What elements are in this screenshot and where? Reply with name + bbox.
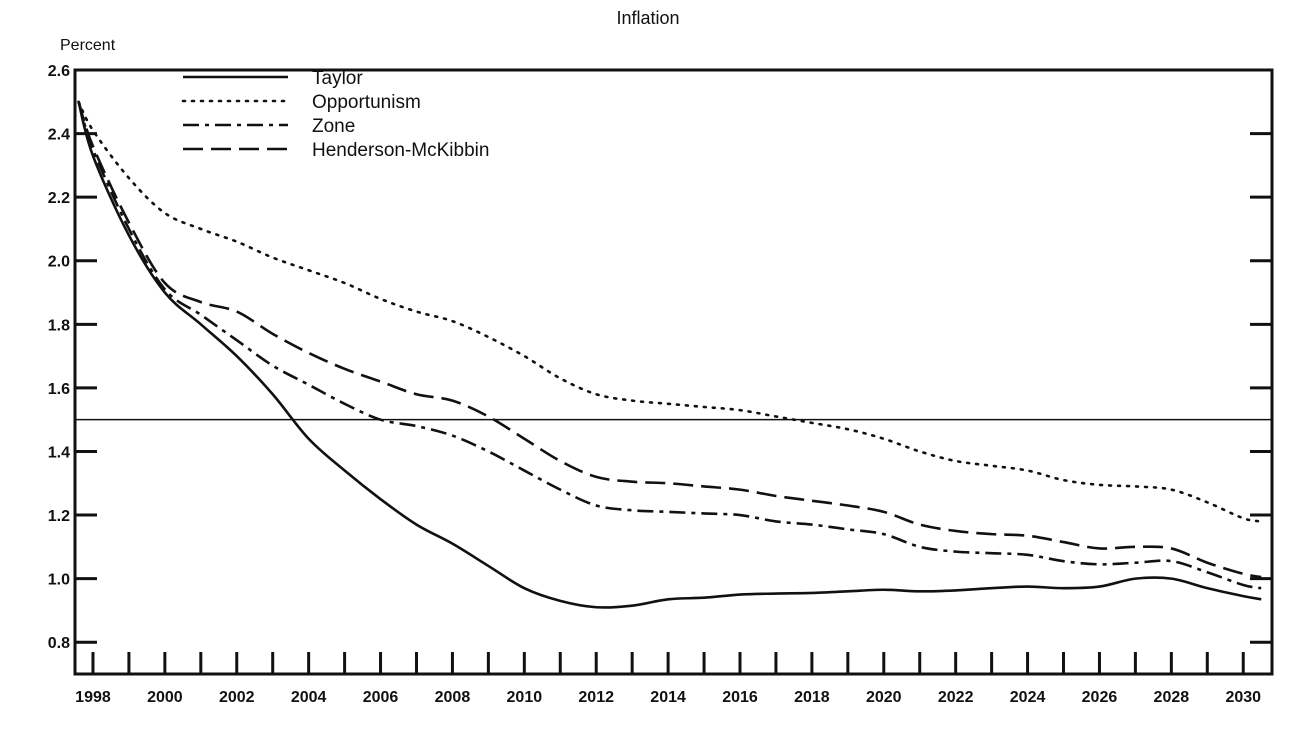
x-tick-label: 2012	[578, 689, 614, 706]
legend-label-taylor: Taylor	[312, 68, 363, 89]
legend-label-henderson-mckibbin: Henderson-McKibbin	[312, 140, 489, 161]
x-tick-label: 2006	[363, 689, 399, 706]
x-tick-label: 2028	[1154, 689, 1190, 706]
series-line-opportunism	[77, 100, 1263, 523]
y-tick-label: 1.2	[48, 508, 70, 525]
legend: Taylor Opportunism Zone Henderson-McKibb…	[181, 68, 489, 161]
series-group	[77, 100, 1263, 609]
series-line-taylor	[77, 101, 1262, 609]
plot-frame	[73, 68, 1274, 676]
y-tick-label: 0.8	[48, 635, 70, 652]
legend-label-opportunism: Opportunism	[312, 92, 421, 113]
x-tick-label: 2008	[435, 689, 471, 706]
x-tick-label: 2000	[147, 689, 183, 706]
x-tick-label: 2024	[1010, 689, 1046, 706]
x-tick-label: 2020	[866, 689, 902, 706]
series-line-zone	[77, 101, 1262, 590]
y-tick-label: 1.6	[48, 381, 70, 398]
x-tick-label: 2002	[219, 689, 255, 706]
y-tick-label: 2.0	[48, 254, 70, 271]
series-line-henderson-mckibbin	[77, 101, 1262, 579]
x-tick-label: 2018	[794, 689, 830, 706]
y-tick-label: 1.0	[48, 572, 70, 589]
x-tick-label: 2010	[507, 689, 543, 706]
x-tick-label: 2026	[1082, 689, 1118, 706]
legend-label-zone: Zone	[312, 116, 355, 137]
axis-ticks: 0.8 1.0 1.2 1.4 1.6 1.8 2.0 2.2 2.4 2.6 1998 2000 20…	[48, 63, 1272, 706]
y-tick-label: 2.2	[48, 190, 70, 207]
y-axis-unit-label: Percent	[60, 37, 116, 54]
x-tick-label: 2030	[1225, 689, 1261, 706]
y-tick-label: 1.8	[48, 317, 70, 334]
x-tick-label: 1998	[75, 689, 111, 706]
x-tick-label: 2014	[650, 689, 686, 706]
y-tick-label: 1.4	[48, 444, 70, 461]
x-tick-label: 2004	[291, 689, 327, 706]
chart-title: Inflation	[616, 8, 679, 28]
y-tick-label: 2.6	[48, 63, 70, 80]
y-tick-label: 2.4	[48, 127, 70, 144]
x-tick-label: 2016	[722, 689, 758, 706]
x-tick-label: 2022	[938, 689, 974, 706]
